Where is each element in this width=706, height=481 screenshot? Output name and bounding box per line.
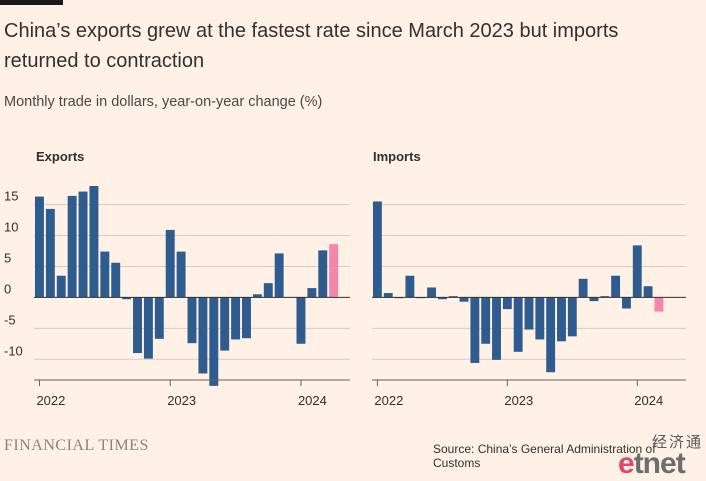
imports-bar-2023-07 bbox=[567, 297, 577, 337]
exports-bar-2022-06 bbox=[89, 186, 99, 298]
exports-bar-2022-02 bbox=[45, 208, 55, 298]
exports-bar-2023-10 bbox=[263, 283, 273, 298]
imports-bar-2023-12 bbox=[622, 297, 631, 309]
chart-title: China’s exports grew at the fastest rate… bbox=[4, 20, 619, 72]
imports-bar-2023-06 bbox=[557, 297, 566, 342]
watermark-chinese: 经济通 bbox=[652, 434, 704, 451]
charts-area: Exports 15 10 5 0 -5 -10 2022 2023 2024 Imports 202… bbox=[4, 149, 686, 408]
exports-bar-2022-04 bbox=[67, 195, 77, 298]
exports-bar-2023-05 bbox=[209, 297, 219, 386]
imports-panel-title: Imports bbox=[373, 149, 421, 164]
exports-bar-2023-09 bbox=[252, 294, 262, 298]
exports-bar-2022-03 bbox=[56, 275, 66, 298]
exports-bar-2023-03 bbox=[187, 297, 197, 344]
exports-bar-2022-01 bbox=[34, 196, 44, 298]
exports-bar-2023-06 bbox=[220, 297, 230, 351]
imports-bar-2023-09 bbox=[589, 297, 599, 302]
exports-bar-2023-04 bbox=[198, 297, 208, 374]
source-note: Source: China’s General Administration o… bbox=[433, 442, 656, 470]
exports-bar-2022-05 bbox=[78, 191, 88, 298]
imports-bar-2022-12 bbox=[492, 297, 501, 360]
ft-brand: FINANCIAL TIMES bbox=[4, 437, 149, 454]
x-tick-label: 2023 bbox=[167, 393, 196, 408]
exports-bar-2024-01 bbox=[296, 297, 306, 344]
x-tick-label: 2023 bbox=[504, 393, 533, 408]
imports-bar-2023-08 bbox=[578, 278, 588, 298]
imports-bar-2022-11 bbox=[481, 297, 491, 344]
exports-bar-2022-12 bbox=[154, 297, 164, 339]
exports-bar-2022-10 bbox=[133, 297, 142, 354]
ft-accent-bar bbox=[0, 0, 63, 5]
chart-subtitle: Monthly trade in dollars, year-on-year c… bbox=[4, 94, 323, 110]
y-tick-label: -10 bbox=[4, 343, 23, 358]
etnet-logo: etnet bbox=[618, 447, 686, 481]
y-tick-label: 0 bbox=[4, 281, 11, 296]
imports-bar-2022-02 bbox=[383, 293, 393, 298]
exports-bar-2024-02 bbox=[307, 288, 317, 298]
exports-bar-2022-08 bbox=[111, 262, 121, 298]
imports-bar-2023-02 bbox=[513, 297, 523, 352]
imports-bar-2022-06 bbox=[427, 287, 436, 298]
x-tick-label: 2024 bbox=[634, 393, 663, 408]
exports-bar-2023-02 bbox=[176, 251, 186, 298]
imports-bar-2024-01 bbox=[632, 245, 642, 298]
exports-bar-2023-11 bbox=[274, 253, 284, 298]
imports-bar-2023-03 bbox=[524, 297, 534, 330]
imports-bar-2022-10 bbox=[470, 297, 480, 363]
exports-bar-2023-07 bbox=[231, 297, 241, 340]
y-tick-label: 5 bbox=[4, 250, 11, 265]
imports-bar-2022-01 bbox=[372, 201, 382, 298]
exports-bar-2024-04 bbox=[329, 244, 339, 298]
imports-bar-2023-01 bbox=[502, 297, 512, 310]
imports-bar-2022-04 bbox=[405, 275, 415, 298]
x-tick-label: 2022 bbox=[374, 393, 403, 408]
y-tick-label: 10 bbox=[4, 220, 18, 235]
y-tick-label: -5 bbox=[4, 312, 16, 327]
exports-bar-2023-08 bbox=[242, 297, 251, 339]
x-tick-label: 2022 bbox=[36, 393, 65, 408]
etnet-logo-rest: tnet bbox=[633, 447, 686, 480]
exports-bar-2023-01 bbox=[165, 229, 175, 298]
imports-bar-2023-05 bbox=[546, 297, 556, 373]
imports-bar-2023-11 bbox=[611, 275, 621, 298]
imports-bar-2024-03 bbox=[654, 297, 664, 312]
exports-panel-title: Exports bbox=[36, 149, 84, 164]
exports-bar-2022-11 bbox=[143, 297, 153, 359]
exports-bar-2024-03 bbox=[318, 250, 328, 298]
x-tick-label: 2024 bbox=[298, 393, 327, 408]
imports-bar-2022-09 bbox=[459, 297, 469, 302]
imports-bar-2023-04 bbox=[535, 297, 545, 340]
exports-bar-2022-07 bbox=[100, 251, 110, 298]
imports-bar-2022-07 bbox=[437, 297, 447, 300]
imports-bar-2023-10 bbox=[600, 296, 610, 298]
y-tick-label: 15 bbox=[4, 189, 18, 204]
imports-bar-2022-08 bbox=[448, 296, 458, 298]
etnet-logo-e: e bbox=[618, 447, 635, 480]
imports-bar-2024-02 bbox=[643, 286, 653, 298]
exports-bar-2022-09 bbox=[122, 297, 132, 300]
